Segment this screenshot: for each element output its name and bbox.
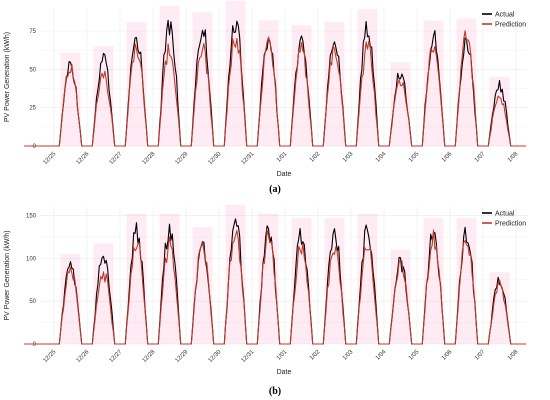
prediction-band	[489, 76, 510, 146]
x-tick-label: 12/29	[175, 349, 190, 364]
prediction-band	[225, 1, 246, 146]
prediction-band	[489, 272, 510, 344]
x-tick-label: 1/02	[309, 349, 322, 362]
x-axis-title: Date	[277, 369, 292, 376]
prediction-band	[390, 249, 411, 344]
x-tick-label: 12/29	[175, 151, 190, 166]
prediction-band	[357, 9, 378, 147]
prediction-band	[192, 227, 213, 344]
series-line-prediction	[24, 30, 526, 147]
y-axis-title: PV Power Generation (kW/h)	[4, 230, 11, 320]
prediction-band	[159, 5, 180, 147]
chart-panel-1: 0 25 50 75 12/25 12/26 12/27 12/28 12/29 12/30 12/…	[4, 1, 528, 195]
x-tick-label: 1/03	[342, 151, 355, 164]
prediction-band	[291, 25, 312, 146]
x-tick-label: 12/28	[142, 349, 157, 364]
y-axis-title: PV Power Generation (kW/h)	[4, 32, 11, 122]
x-tick-label: 12/27	[109, 349, 124, 364]
prediction-band	[324, 218, 345, 344]
x-tick-label: 1/04	[375, 151, 388, 164]
legend-label-actual: Actual	[495, 211, 515, 218]
x-tick-label: 12/26	[76, 349, 91, 364]
legend-label-actual: Actual	[495, 12, 515, 19]
prediction-band	[423, 20, 444, 147]
chart-panel-2: 0 50 100 150 12/25 12/26 12/27 12/28 12/29 12/30 1…	[4, 204, 528, 397]
y-tick-label: 0	[33, 144, 37, 150]
prediction-band	[258, 20, 279, 147]
x-tick-label: 1/08	[507, 349, 520, 362]
y-tick-label: 50	[29, 299, 36, 305]
prediction-band	[93, 46, 114, 146]
x-tick-label: 12/31	[241, 349, 256, 364]
legend-label-prediction: Prediction	[495, 22, 526, 29]
prediction-band	[423, 218, 444, 344]
prediction-band	[357, 213, 378, 344]
y-tick-label: 150	[26, 214, 37, 220]
x-tick-label: 1/06	[441, 349, 454, 362]
x-tick-label: 1/02	[309, 151, 322, 164]
x-tick-label: 1/01	[276, 349, 289, 362]
x-tick-label: 1/01	[276, 151, 289, 164]
prediction-band	[126, 22, 147, 147]
x-tick-label: 12/30	[208, 151, 223, 166]
prediction-band	[60, 254, 81, 344]
x-tick-label: 12/25	[43, 151, 58, 166]
prediction-band	[324, 22, 345, 147]
prediction-band	[456, 18, 477, 147]
prediction-band	[225, 204, 246, 344]
x-tick-label: 12/28	[142, 151, 157, 166]
y-tick-label: 75	[29, 29, 36, 35]
x-tick-label: 12/30	[208, 349, 223, 364]
legend-label-prediction: Prediction	[495, 221, 526, 228]
x-tick-label: 1/04	[375, 349, 388, 362]
x-tick-label: 12/27	[109, 151, 124, 166]
x-tick-label: 12/25	[43, 349, 58, 364]
x-tick-label: 1/05	[408, 151, 421, 164]
x-tick-label: 1/05	[408, 349, 421, 362]
x-tick-label: 1/07	[474, 349, 487, 362]
x-tick-label: 1/06	[441, 151, 454, 164]
x-tick-label: 12/26	[76, 151, 91, 166]
prediction-band	[126, 213, 147, 344]
prediction-band	[159, 213, 180, 344]
prediction-band	[456, 218, 477, 344]
x-tick-label: 1/08	[507, 151, 520, 164]
prediction-band	[258, 213, 279, 344]
x-tick-label: 1/07	[474, 151, 487, 164]
y-tick-label: 25	[29, 106, 36, 112]
prediction-band	[60, 52, 81, 147]
y-tick-label: 50	[29, 67, 36, 73]
y-tick-label: 0	[33, 342, 37, 348]
x-axis-title: Date	[277, 171, 292, 178]
prediction-band	[390, 62, 411, 146]
prediction-band	[192, 12, 213, 147]
series-line-prediction	[24, 229, 526, 345]
x-tick-label: 1/03	[342, 349, 355, 362]
panel-label: (a)	[269, 184, 281, 195]
x-tick-label: 12/31	[241, 151, 256, 166]
y-tick-label: 100	[26, 256, 37, 262]
panel-label: (b)	[269, 386, 281, 397]
